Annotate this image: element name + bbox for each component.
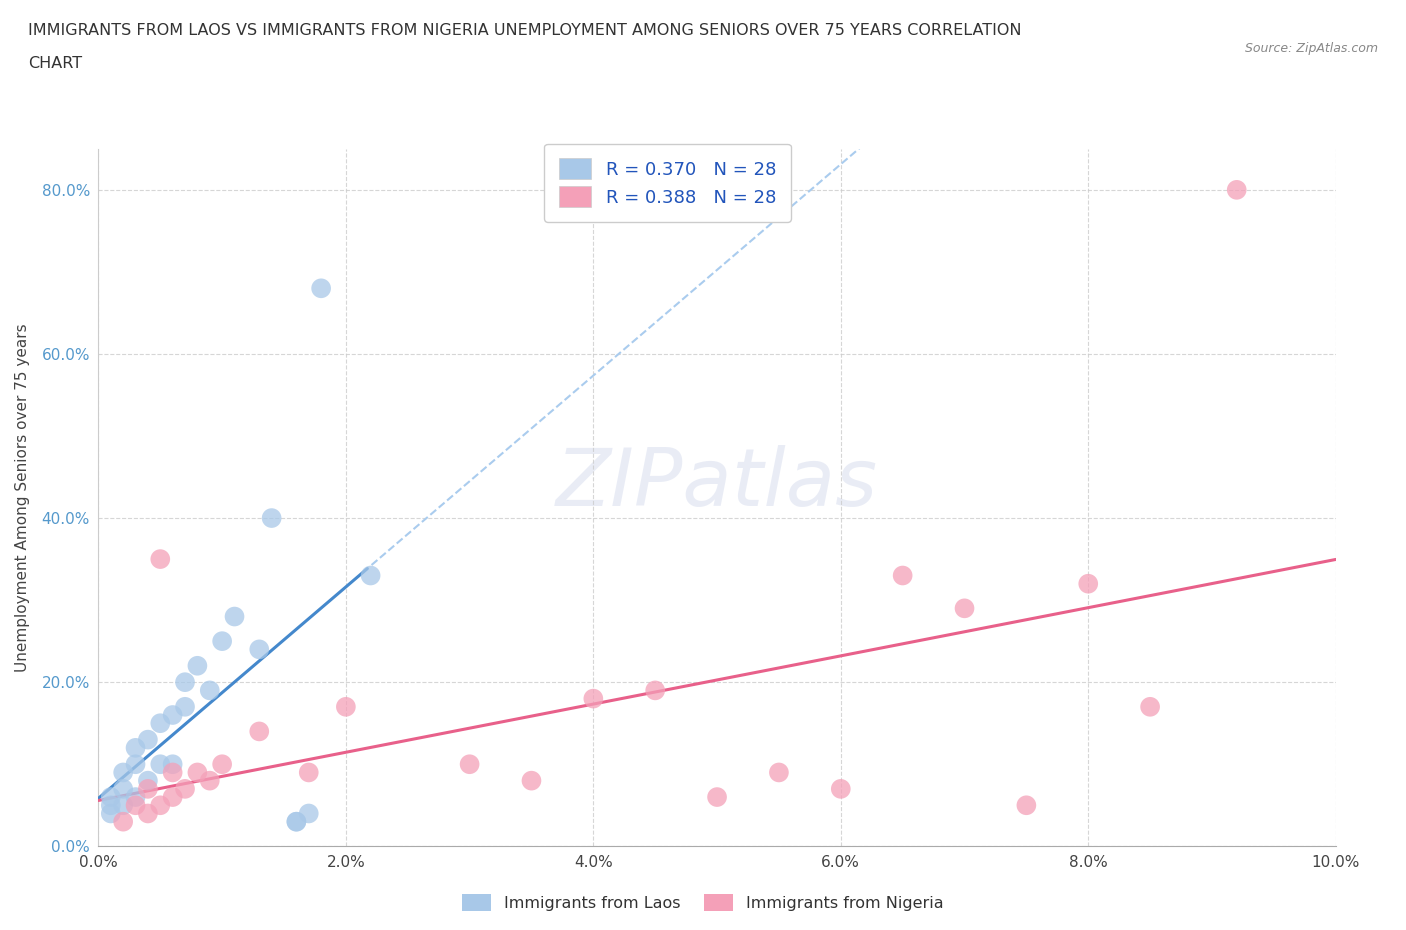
Point xyxy=(174,699,197,714)
Point xyxy=(149,757,172,772)
Point xyxy=(1139,699,1161,714)
Point xyxy=(224,609,246,624)
Point xyxy=(198,773,221,788)
Point xyxy=(298,806,321,821)
Point xyxy=(112,815,135,830)
Point xyxy=(149,798,172,813)
Point xyxy=(891,568,914,583)
Point xyxy=(706,790,728,804)
Text: Source: ZipAtlas.com: Source: ZipAtlas.com xyxy=(1244,42,1378,55)
Point xyxy=(100,790,122,804)
Point xyxy=(211,757,233,772)
Text: IMMIGRANTS FROM LAOS VS IMMIGRANTS FROM NIGERIA UNEMPLOYMENT AMONG SENIORS OVER : IMMIGRANTS FROM LAOS VS IMMIGRANTS FROM … xyxy=(28,23,1022,38)
Point xyxy=(136,773,159,788)
Point xyxy=(211,633,233,648)
Point xyxy=(953,601,976,616)
Point xyxy=(1015,798,1038,813)
Point xyxy=(582,691,605,706)
Point xyxy=(830,781,852,796)
Point xyxy=(162,757,184,772)
Point xyxy=(247,642,270,657)
Point xyxy=(136,806,159,821)
Point xyxy=(186,765,208,780)
Point xyxy=(1077,577,1099,591)
Point xyxy=(285,815,308,830)
Legend: Immigrants from Laos, Immigrants from Nigeria: Immigrants from Laos, Immigrants from Ni… xyxy=(456,888,950,917)
Point xyxy=(285,815,308,830)
Text: ZIPatlas: ZIPatlas xyxy=(555,445,879,523)
Text: CHART: CHART xyxy=(28,56,82,71)
Point xyxy=(458,757,481,772)
Point xyxy=(260,511,283,525)
Point xyxy=(112,765,135,780)
Point xyxy=(112,798,135,813)
Point xyxy=(149,716,172,731)
Point xyxy=(360,568,382,583)
Point xyxy=(124,798,146,813)
Legend: R = 0.370   N = 28, R = 0.388   N = 28: R = 0.370 N = 28, R = 0.388 N = 28 xyxy=(544,144,790,221)
Point xyxy=(136,781,159,796)
Point xyxy=(124,757,146,772)
Point xyxy=(298,765,321,780)
Point xyxy=(644,683,666,698)
Point xyxy=(112,781,135,796)
Point xyxy=(162,790,184,804)
Point xyxy=(124,790,146,804)
Point xyxy=(186,658,208,673)
Point xyxy=(162,765,184,780)
Point xyxy=(768,765,790,780)
Point xyxy=(174,781,197,796)
Point xyxy=(247,724,270,738)
Point xyxy=(100,798,122,813)
Point xyxy=(309,281,332,296)
Point xyxy=(174,675,197,690)
Point xyxy=(149,551,172,566)
Point xyxy=(520,773,543,788)
Y-axis label: Unemployment Among Seniors over 75 years: Unemployment Among Seniors over 75 years xyxy=(15,324,31,671)
Point xyxy=(335,699,357,714)
Point xyxy=(162,708,184,723)
Point xyxy=(136,732,159,747)
Point xyxy=(1226,182,1249,197)
Point xyxy=(124,740,146,755)
Point xyxy=(198,683,221,698)
Point xyxy=(100,806,122,821)
